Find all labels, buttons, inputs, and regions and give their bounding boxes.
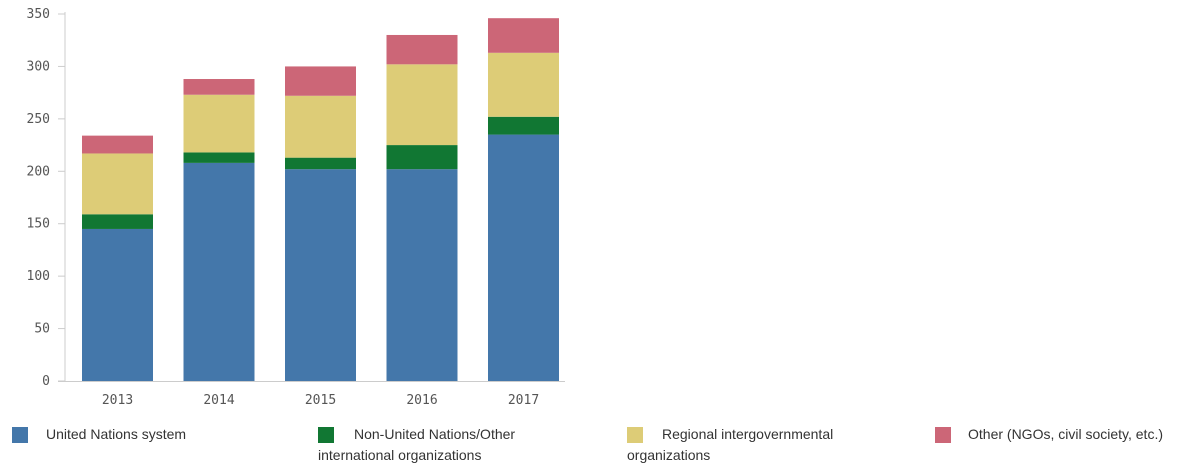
- bar-stack-2015: [285, 66, 356, 381]
- bar-segment[interactable]: [183, 79, 255, 95]
- bar-segment[interactable]: [82, 153, 153, 215]
- legend-label: United Nations system: [46, 424, 186, 445]
- bar-segment[interactable]: [386, 34, 458, 65]
- y-tick-label: 250: [27, 112, 50, 127]
- bar-stack-2014: [183, 79, 255, 381]
- bar-stack-2016: [386, 34, 458, 381]
- y-tick-label: 300: [27, 59, 50, 74]
- x-tick-label: 2013: [102, 393, 133, 408]
- y-tick-label: 100: [27, 269, 50, 284]
- bar-segment[interactable]: [82, 214, 153, 229]
- bar-segment[interactable]: [488, 134, 559, 381]
- y-tick-label: 150: [27, 217, 50, 232]
- legend-label-line2: organizations: [627, 447, 711, 463]
- bar-segment[interactable]: [285, 66, 356, 96]
- bar-segment[interactable]: [82, 228, 153, 381]
- x-tick-label: 2014: [203, 393, 234, 408]
- bar-segment[interactable]: [386, 169, 458, 381]
- y-tick-label: 350: [27, 7, 50, 22]
- bar-segment[interactable]: [386, 64, 458, 146]
- legend-label-line1: Non-United Nations/Other: [354, 426, 516, 442]
- bar-segment[interactable]: [82, 135, 153, 154]
- legend: United Nations system Non-United Nations…: [0, 424, 1198, 466]
- x-tick-label: 2016: [406, 393, 437, 408]
- legend-label: Other (NGOs, civil society, etc.): [968, 424, 1163, 445]
- legend-label: Non-United Nations/Other international o…: [318, 424, 578, 466]
- x-tick-label: 2017: [508, 393, 539, 408]
- bar-segment[interactable]: [183, 94, 255, 153]
- bar-segment[interactable]: [488, 116, 559, 135]
- x-tick-label: 2015: [305, 393, 336, 408]
- bars: [82, 18, 559, 381]
- legend-swatch: [318, 427, 334, 443]
- y-axis: 0 50 100 150 200 250 300 350: [27, 7, 66, 389]
- legend-label-line2: international organizations: [318, 447, 482, 463]
- y-tick-label: 50: [34, 322, 50, 337]
- y-tick-label: 0: [42, 374, 50, 389]
- x-axis: 2013 2014 2015 2016 2017: [58, 381, 565, 408]
- bar-segment[interactable]: [488, 52, 559, 117]
- bar-segment[interactable]: [285, 95, 356, 158]
- legend-label: Regional intergovernmental organizations: [627, 424, 887, 466]
- bar-segment[interactable]: [285, 169, 356, 381]
- bar-segment[interactable]: [183, 162, 255, 381]
- y-tick-label: 200: [27, 164, 50, 179]
- bar-stack-2017: [488, 18, 559, 381]
- bar-segment[interactable]: [183, 152, 255, 163]
- bar-segment[interactable]: [285, 157, 356, 170]
- bar-segment[interactable]: [488, 18, 559, 53]
- legend-swatch: [935, 427, 951, 443]
- legend-swatch: [12, 427, 28, 443]
- bar-segment[interactable]: [386, 145, 458, 170]
- legend-label-line1: Regional intergovernmental: [662, 426, 834, 442]
- legend-label-line1: Other (NGOs, civil society, etc.): [968, 426, 1163, 442]
- legend-swatch: [627, 427, 643, 443]
- legend-label-line1: United Nations system: [46, 426, 187, 442]
- bar-stack-2013: [82, 135, 153, 381]
